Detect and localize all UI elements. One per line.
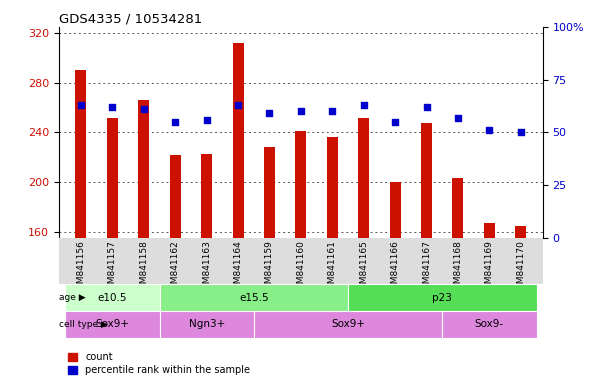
Point <box>171 119 180 125</box>
Text: Sox9-: Sox9- <box>475 319 504 329</box>
Legend: count, percentile rank within the sample: count, percentile rank within the sample <box>64 348 254 379</box>
Point <box>76 102 86 108</box>
Point <box>391 119 400 125</box>
Point <box>516 129 526 136</box>
FancyBboxPatch shape <box>65 311 159 338</box>
Text: Sox9+: Sox9+ <box>331 319 365 329</box>
Bar <box>138 100 149 238</box>
Text: GSM841166: GSM841166 <box>391 240 399 295</box>
Text: GSM841162: GSM841162 <box>171 240 180 295</box>
Text: Sox9+: Sox9+ <box>96 319 129 329</box>
Point <box>484 127 494 134</box>
Point <box>265 111 274 117</box>
Text: GSM841157: GSM841157 <box>108 240 117 295</box>
Text: GSM841160: GSM841160 <box>296 240 306 295</box>
Point <box>234 102 243 108</box>
FancyBboxPatch shape <box>159 284 348 311</box>
Bar <box>515 226 526 238</box>
FancyBboxPatch shape <box>348 284 536 311</box>
Text: GSM841156: GSM841156 <box>77 240 86 295</box>
Bar <box>201 154 212 238</box>
Point <box>108 104 117 110</box>
Point <box>422 104 431 110</box>
Text: GSM841165: GSM841165 <box>359 240 368 295</box>
Bar <box>453 179 464 238</box>
Text: GSM841161: GSM841161 <box>328 240 337 295</box>
Bar <box>170 155 181 238</box>
Bar <box>421 122 432 238</box>
Text: e10.5: e10.5 <box>98 293 127 303</box>
FancyBboxPatch shape <box>442 311 536 338</box>
Text: GSM841169: GSM841169 <box>485 240 494 295</box>
Point <box>453 114 463 121</box>
Point <box>296 108 306 114</box>
Text: GSM841163: GSM841163 <box>202 240 211 295</box>
Bar <box>327 137 338 238</box>
Bar <box>107 118 118 238</box>
Bar <box>232 43 244 238</box>
Text: Ngn3+: Ngn3+ <box>189 319 225 329</box>
Bar <box>76 70 87 238</box>
Text: cell type ▶: cell type ▶ <box>60 320 108 329</box>
Point <box>202 117 211 123</box>
Bar <box>296 131 306 238</box>
Text: GSM841159: GSM841159 <box>265 240 274 295</box>
Text: GSM841167: GSM841167 <box>422 240 431 295</box>
Text: GSM841170: GSM841170 <box>516 240 525 295</box>
Text: GSM841164: GSM841164 <box>234 240 242 295</box>
Point <box>139 106 149 112</box>
Bar <box>358 118 369 238</box>
Text: GSM841158: GSM841158 <box>139 240 148 295</box>
Bar <box>389 182 401 238</box>
Bar <box>264 147 275 238</box>
Point <box>327 108 337 114</box>
Text: p23: p23 <box>432 293 452 303</box>
FancyBboxPatch shape <box>65 284 159 311</box>
Point <box>359 102 368 108</box>
Text: e15.5: e15.5 <box>239 293 268 303</box>
Bar <box>484 223 495 238</box>
FancyBboxPatch shape <box>254 311 442 338</box>
Text: age ▶: age ▶ <box>60 293 86 302</box>
FancyBboxPatch shape <box>159 311 254 338</box>
Text: GSM841168: GSM841168 <box>454 240 463 295</box>
Text: GDS4335 / 10534281: GDS4335 / 10534281 <box>59 13 202 26</box>
